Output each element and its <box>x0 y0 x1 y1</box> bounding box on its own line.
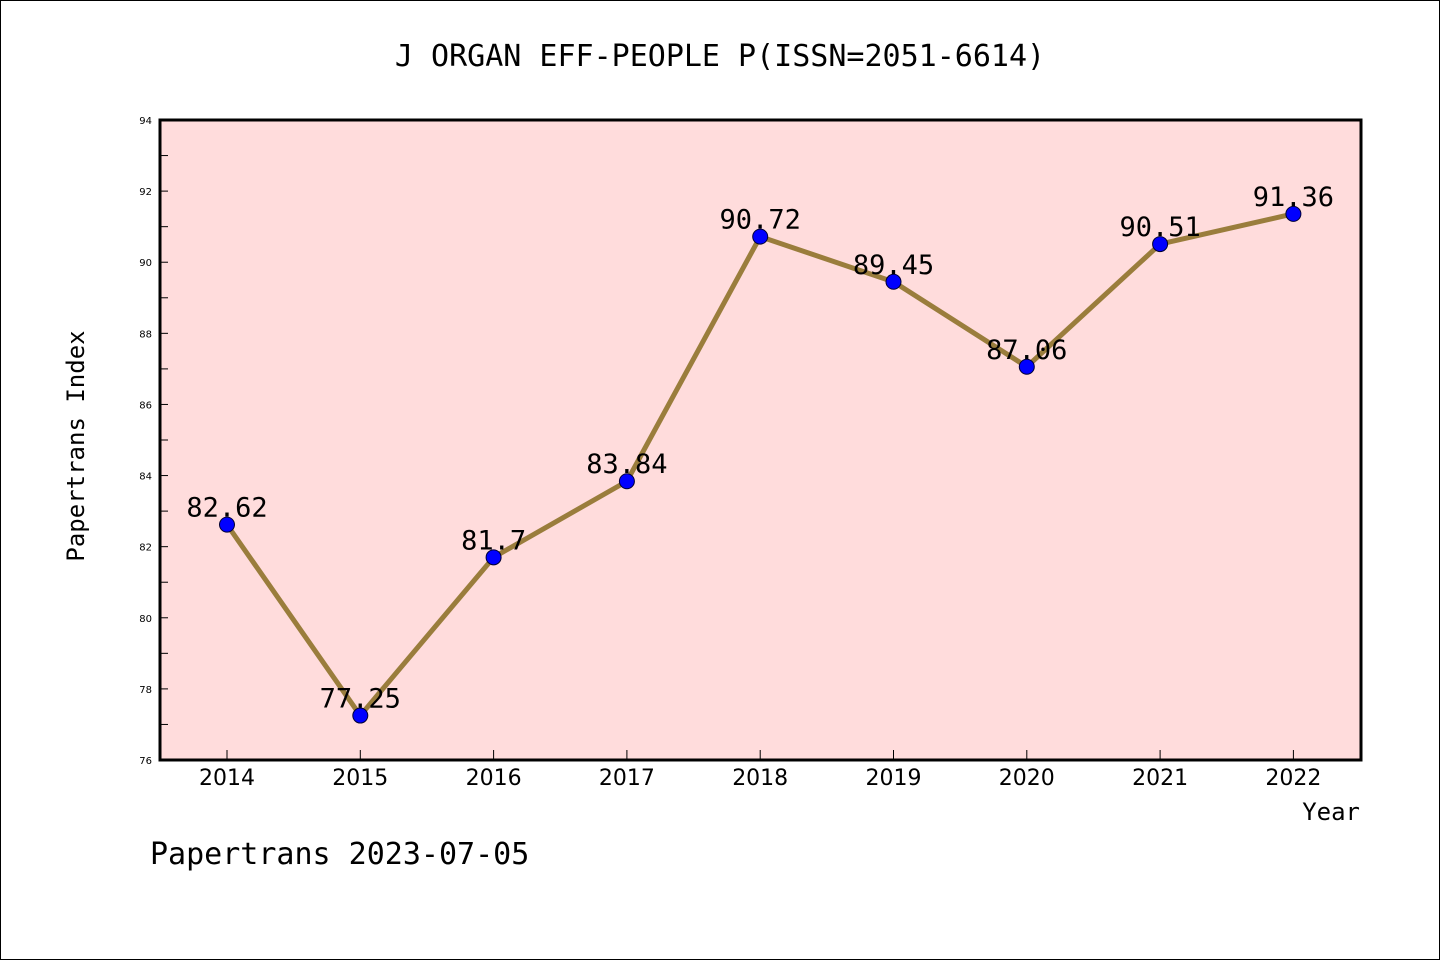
data-label: 89.45 <box>853 250 934 281</box>
y-tick-label: 90 <box>139 258 152 269</box>
y-tick-label: 86 <box>139 400 152 411</box>
x-tick-label: 2019 <box>866 766 922 791</box>
y-tick-label: 84 <box>139 472 152 483</box>
plot-area <box>158 118 1363 762</box>
y-axis-ticks: 76 78 80 82 84 86 88 90 92 94 <box>139 116 168 767</box>
y-axis-label: Papertrans Index <box>62 330 90 561</box>
data-label: 91.36 <box>1253 182 1334 213</box>
x-tick-label: 2018 <box>732 766 788 791</box>
chart-title: J ORGAN EFF-PEOPLE P(ISSN=2051-6614) <box>395 39 1045 74</box>
x-tick-label: 2022 <box>1265 766 1321 791</box>
data-labels: 82.62 77.25 81.7 83.84 90.72 89.45 87.06 90.51 9… <box>186 182 1334 715</box>
y-tick-label: 88 <box>139 329 152 340</box>
x-axis-ticks: 2014 2015 2016 2017 2018 2019 2020 2021 2022 <box>199 750 1321 791</box>
y-tick-label: 78 <box>139 685 152 696</box>
data-label: 82.62 <box>186 493 267 524</box>
x-tick-label: 2016 <box>466 766 522 791</box>
data-label: 90.51 <box>1119 212 1200 243</box>
y-tick-label: 82 <box>139 543 152 554</box>
x-tick-label: 2017 <box>599 766 655 791</box>
data-point <box>618 473 635 490</box>
data-point <box>1018 358 1035 375</box>
data-label: 81.7 <box>461 525 526 556</box>
x-axis-label: Year <box>1302 798 1360 826</box>
y-tick-label: 94 <box>139 116 152 127</box>
x-tick-label: 2014 <box>199 766 255 791</box>
data-point <box>752 228 769 245</box>
data-point <box>885 273 902 290</box>
data-point <box>219 516 235 533</box>
data-label: 77.25 <box>320 684 401 715</box>
data-points <box>219 205 1302 724</box>
data-point <box>1285 205 1302 222</box>
data-point <box>352 707 369 724</box>
data-label: 83.84 <box>586 449 667 480</box>
x-tick-label: 2021 <box>1132 766 1188 791</box>
x-tick-label: 2020 <box>999 766 1055 791</box>
footer-stamp: Papertrans 2023-07-05 <box>150 837 529 872</box>
y-tick-label: 80 <box>139 614 152 625</box>
data-label: 90.72 <box>720 205 801 236</box>
data-point <box>485 549 502 566</box>
data-point <box>1152 236 1169 253</box>
y-tick-label: 76 <box>139 756 152 767</box>
y-tick-label: 92 <box>139 187 152 198</box>
data-label: 87.06 <box>986 335 1067 366</box>
x-tick-label: 2015 <box>332 766 388 791</box>
